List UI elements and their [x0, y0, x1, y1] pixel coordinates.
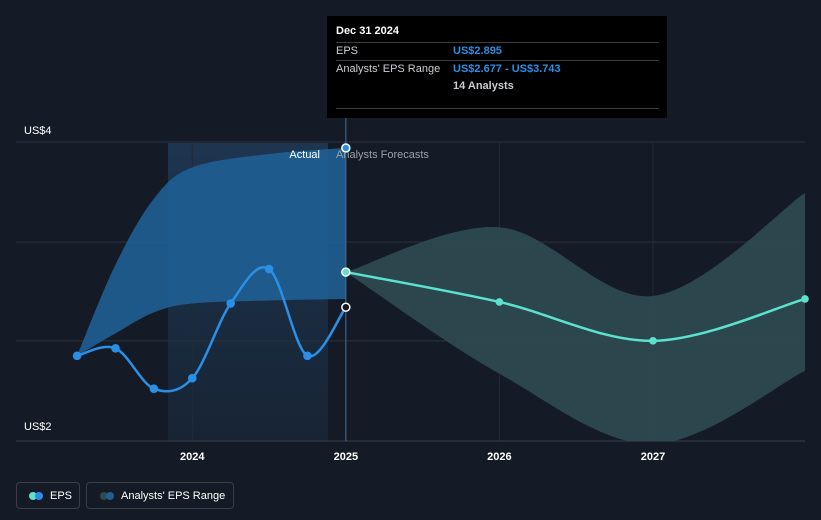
eps-legend-swatch [29, 491, 43, 500]
tooltip-range-row: Analysts' EPS Range US$2.677 - US$3.743 [336, 60, 659, 78]
actual-label: Actual [289, 149, 320, 161]
y-tick-label: US$4 [24, 125, 52, 137]
legend-range[interactable]: Analysts' EPS Range [86, 482, 234, 509]
eps-actual-point [264, 264, 274, 274]
eps-actual-point [303, 351, 312, 361]
y-tick-label: US$2 [24, 421, 52, 433]
eps-forecast-point [801, 295, 809, 303]
eps-forecast-point [341, 267, 351, 277]
legend-range-label: Analysts' EPS Range [121, 489, 226, 502]
tooltip-date: Dec 31 2024 [336, 25, 399, 37]
tooltip-analysts-row: 14 Analysts [336, 78, 659, 95]
eps-forecast-point [495, 298, 504, 306]
forecast-eps-range-band [345, 192, 805, 441]
range-legend-swatch [100, 491, 114, 500]
legend-eps[interactable]: EPS [16, 482, 80, 509]
tooltip: Dec 31 2024 EPS US$2.895 Analysts' EPS R… [327, 16, 667, 118]
forecast-label: Analysts Forecasts [336, 149, 429, 161]
eps-forecast-line [345, 270, 806, 343]
actual-eps-range-band [77, 147, 346, 356]
eps-actual-point [111, 344, 120, 353]
legend-eps-label: EPS [50, 489, 73, 502]
eps-actual-point [149, 384, 159, 393]
tooltip-analysts: 14 Analysts [453, 80, 514, 92]
range-high-marker [341, 143, 351, 153]
x-tick-label: 2026 [487, 451, 511, 463]
eps-actual-point [226, 299, 235, 308]
tooltip-eps-row: EPS US$2.895 [336, 42, 659, 60]
x-tick-label: 2027 [641, 451, 665, 463]
tooltip-range-value: US$2.677 - US$3.743 [453, 63, 561, 75]
eps-actual-point [187, 373, 197, 383]
x-tick-label: 2025 [334, 451, 358, 463]
tooltip-eps-value: US$2.895 [453, 45, 502, 57]
eps-actual-point [72, 351, 82, 361]
tooltip-eps-label: EPS [336, 45, 359, 57]
tooltip-range-label: Analysts' EPS Range [336, 63, 441, 75]
eps-forecast-point [649, 337, 657, 345]
x-tick-label: 2024 [180, 451, 205, 463]
eps-actual-point [341, 302, 351, 312]
